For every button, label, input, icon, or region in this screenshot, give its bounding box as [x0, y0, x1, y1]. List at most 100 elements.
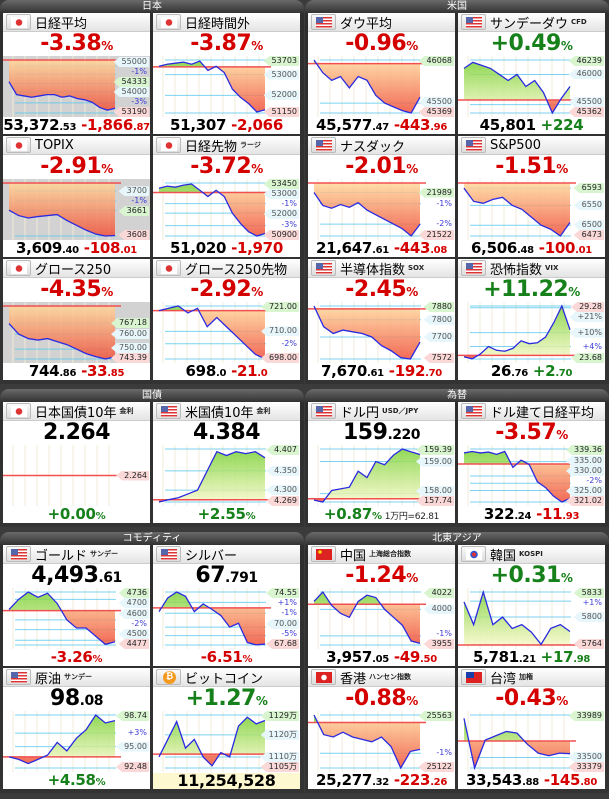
- market-tile[interactable]: ドル建て日経平均 -3.57% 339.36 335.00 330.00 -2% 325.0…: [458, 402, 605, 523]
- axis-label: 3661: [118, 206, 149, 217]
- axis-label: 52000: [263, 209, 299, 219]
- market-tile[interactable]: シルバー 67.791 74.55 +1% -1% 70.00 -5% 67.68 -6.51%: [153, 545, 300, 666]
- tile-header[interactable]: 日経平均: [3, 13, 150, 32]
- change-percent: +1.27: [185, 686, 257, 711]
- chart-svg: [308, 588, 426, 649]
- tile-header[interactable]: ₿ ビットコイン: [153, 668, 300, 687]
- flag-hk-icon: [311, 669, 336, 685]
- market-tile[interactable]: 日経先物 ラージ -3.72% 53450 53000 -1% 52000 -3% 50900 5…: [153, 136, 300, 257]
- instrument-name: ドル円: [340, 405, 380, 421]
- tile-header[interactable]: ドル建て日経平均: [458, 402, 605, 421]
- price-chart: 159.39 159.00 158.00 157.74: [308, 445, 455, 506]
- price-chart: 4.407 4.350 4.300 4.269: [153, 445, 300, 506]
- area-below-close: [204, 66, 265, 112]
- price-chart: 33989 33500 33379: [458, 711, 605, 772]
- tile-header[interactable]: シルバー: [153, 545, 300, 564]
- tile-header[interactable]: ダウ平均: [308, 13, 455, 32]
- flag-image: [466, 549, 482, 560]
- change-value: +2: [532, 362, 556, 380]
- tile-header[interactable]: サンデーダウ CFD: [458, 13, 605, 32]
- market-tile[interactable]: 米国債10年 金利 4.384 4.407 4.350 4.300 4.269 +2.55%: [153, 402, 300, 523]
- axis-label: 4.350: [266, 465, 299, 476]
- percent-unit: %: [95, 777, 106, 788]
- percent-unit: %: [101, 285, 113, 299]
- price-line: [463, 718, 571, 771]
- flag-image: [11, 263, 27, 274]
- axis-label: 159.39: [416, 445, 454, 455]
- market-tile[interactable]: 日本国債10年 金利 2.264 2.264 +0.00%: [3, 402, 150, 523]
- price-chart: 29.28 +21% +10% +4% 23.68: [458, 302, 605, 363]
- axis-label: 25563: [418, 711, 454, 721]
- tile-header[interactable]: グロース250: [3, 259, 150, 278]
- tile-header[interactable]: グロース250先物: [153, 259, 300, 278]
- market-tile[interactable]: ドル円 USD／JPY 159.220 159.39 159.00 158.00 157.7…: [308, 402, 455, 523]
- tile-header[interactable]: ナスダック: [308, 136, 455, 155]
- instrument-name: 台湾: [490, 671, 517, 687]
- price-line: [158, 305, 266, 360]
- tile-header[interactable]: 日経先物 ラージ: [153, 136, 300, 155]
- change-percent: -3.57: [495, 420, 557, 445]
- axis-label: 53000: [263, 189, 299, 199]
- change-value: -33: [81, 362, 108, 380]
- market-tile[interactable]: 台湾 加権 -0.43% 33989 33500 33379 33,543.88 -145.…: [458, 668, 605, 789]
- market-tile[interactable]: グロース250 -4.35% 767.18 760.00 750.00 743.39 744…: [3, 259, 150, 380]
- percent-unit: %: [560, 571, 573, 585]
- market-tile[interactable]: S&P500 -1.51% 6593 6550 6500 6473 6,506.48 -10…: [458, 136, 605, 257]
- market-tile[interactable]: ナスダック -2.01% 21989 -1% -2% 21522 21,647.61 -44…: [308, 136, 455, 257]
- change-percent: +4.58: [47, 771, 96, 789]
- market-tile[interactable]: 原油 サンデー 98.08 98.74 +3% 95.00 92.48 +4.58%: [3, 668, 150, 789]
- area-below-close: [159, 607, 265, 645]
- tile-header[interactable]: 韓国 KOSPI: [458, 545, 605, 564]
- axis-label: -2%: [131, 619, 147, 628]
- axis-label: 1120万: [260, 729, 299, 740]
- price-value: 322: [483, 505, 515, 523]
- market-tile[interactable]: 中国 上海総合指数 -1.24% 4022 4000 -1% 3955 3,957.05 -4…: [308, 545, 455, 666]
- section-title: 為替: [447, 390, 467, 401]
- tile-header[interactable]: S&P500: [458, 136, 605, 155]
- instrument-name: 日本国債10年: [35, 405, 117, 421]
- market-tile[interactable]: 韓国 KOSPI +0.31% 5833 +1% 5800 5764 5,781.21 +17…: [458, 545, 605, 666]
- chart-svg: [153, 56, 271, 117]
- tile-header[interactable]: 中国 上海総合指数: [308, 545, 455, 564]
- axis-label: 25122: [418, 762, 454, 772]
- market-tile[interactable]: 香港 ハンセン指数 -0.88% 25563 -1% 25122 25,277.32 -22…: [308, 668, 455, 789]
- flag-image: [316, 549, 332, 560]
- market-tile[interactable]: グロース250先物 -2.92% 721.00 710.00 -2% 698.00 698.…: [153, 259, 300, 380]
- market-tile[interactable]: 恐怖指数 VIX +11.22% 29.28 +21% +10% +4% 23.68 26.76…: [458, 259, 605, 380]
- chart-svg: [3, 56, 121, 117]
- market-tile[interactable]: サンデーダウ CFD +0.49% 46239 46000 45500 45362 45,80…: [458, 13, 605, 134]
- tile-header[interactable]: 半導体指数 SOX: [308, 259, 455, 278]
- instrument-name: 中国: [340, 548, 367, 564]
- market-tile[interactable]: 日経平均 -3.38% 55000 -1% 54333 54000 -3% 53190 53,3…: [3, 13, 150, 134]
- tile-header[interactable]: 恐怖指数 VIX: [458, 259, 605, 278]
- area-above-close: [464, 718, 525, 742]
- change-decimals: .01: [575, 245, 592, 256]
- tile-header[interactable]: 香港 ハンセン指数: [308, 668, 455, 687]
- market-tile[interactable]: TOPIX -2.91% 3700 -1% 3661 3608 3,609.40 -108.…: [3, 136, 150, 257]
- instrument-subtitle: 金利: [256, 407, 271, 415]
- percent-unit: %: [568, 285, 580, 299]
- market-tile[interactable]: 半導体指数 SOX -2.45% 7880 7800 7700 7572 7,670.61 -…: [308, 259, 455, 380]
- tile-header[interactable]: TOPIX: [3, 136, 150, 155]
- price-line: [463, 450, 571, 503]
- tile-header[interactable]: 日経時間外: [153, 13, 300, 32]
- tile-header[interactable]: 台湾 加権: [458, 668, 605, 687]
- footer-values: 11,254,528: [153, 772, 300, 789]
- flag-image: ₿: [163, 671, 176, 684]
- axis-label: 5764: [573, 639, 604, 649]
- area-below-close: [9, 756, 115, 764]
- tile-header[interactable]: 日本国債10年 金利: [3, 402, 150, 421]
- market-tile[interactable]: ダウ平均 -0.96% 46068 45500 45369 45,577.47 -443.…: [308, 13, 455, 134]
- footer-values: 3,957.05 -49.50: [308, 649, 455, 666]
- tile-header[interactable]: ゴールド サンデー: [3, 545, 150, 564]
- market-tile[interactable]: 日経時間外 -3.87% 53703 53000 52000 51150 51,307 -2…: [153, 13, 300, 134]
- tile-header[interactable]: ドル円 USD／JPY: [308, 402, 455, 421]
- instrument-subtitle: 上海総合指数: [369, 550, 412, 558]
- tile-header[interactable]: 米国債10年 金利: [153, 402, 300, 421]
- headline-value: 4,493.61: [3, 564, 150, 588]
- market-tile[interactable]: ゴールド サンデー 4,493.61 4736 4700 4600 -2% 4500 4477-…: [3, 545, 150, 666]
- market-tile[interactable]: ₿ ビットコイン +1.27% 1129万 1120万 1110万 1105万 11,254,…: [153, 668, 300, 789]
- footer-values: 698.0 -21.0: [153, 363, 300, 380]
- axis-label: 339.36: [566, 445, 604, 455]
- tile-header[interactable]: 原油 サンデー: [3, 668, 150, 687]
